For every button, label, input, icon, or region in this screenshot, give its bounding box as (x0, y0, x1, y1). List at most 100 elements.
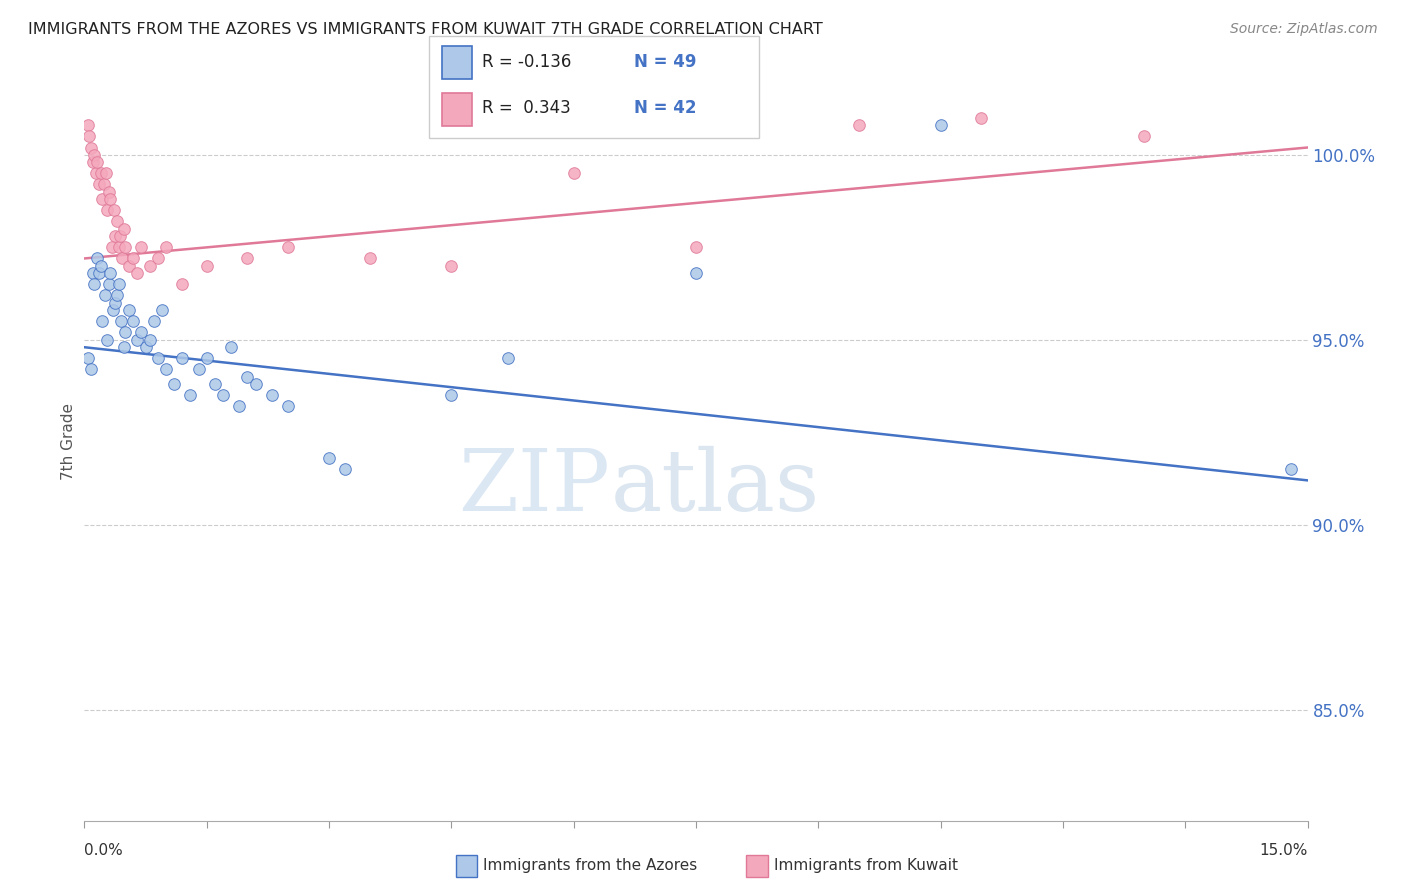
Point (155, 362, 177, 376)
Bar (456, 855, 477, 877)
Point (970, 111, 993, 125)
Point (172, 277, 194, 292)
Point (97, 185, 120, 199)
Point (114, 240, 136, 254)
Text: ZIP: ZIP (458, 445, 610, 529)
Point (80, 362, 103, 376)
Point (105, 214, 128, 228)
Point (260, 388, 283, 402)
Point (77, 129, 100, 144)
Point (122, 252, 145, 266)
Point (86, 155, 108, 169)
Point (685, 240, 707, 254)
Point (80, 140, 103, 154)
Point (150, 303, 173, 318)
Point (848, 118, 870, 132)
Point (498, 351, 520, 366)
Y-axis label: 7th Grade: 7th Grade (60, 403, 76, 480)
Point (359, 252, 381, 266)
Point (127, 266, 149, 280)
Point (142, 314, 165, 328)
Text: IMMIGRANTS FROM THE AZORES VS IMMIGRANTS FROM KUWAIT 7TH GRADE CORRELATION CHART: IMMIGRANTS FROM THE AZORES VS IMMIGRANTS… (28, 22, 823, 37)
Point (110, 229, 132, 244)
Point (107, 240, 129, 254)
Text: atlas: atlas (610, 445, 820, 529)
Bar (441, 93, 472, 126)
Bar (747, 855, 768, 877)
Point (103, 203, 125, 218)
Text: Immigrants from the Azores: Immigrants from the Azores (484, 858, 697, 873)
Point (204, 377, 226, 392)
Point (118, 303, 141, 318)
Point (83, 277, 105, 292)
Point (90, 259, 112, 273)
Point (236, 252, 259, 266)
Point (562, 166, 585, 180)
Point (127, 333, 149, 347)
Point (77, 351, 100, 366)
Point (228, 400, 250, 414)
Text: N = 42: N = 42 (634, 99, 696, 117)
Point (101, 240, 124, 254)
Point (118, 259, 141, 273)
Point (245, 377, 267, 392)
Point (111, 252, 134, 266)
Point (100, 192, 122, 206)
Point (104, 229, 127, 244)
Point (96, 203, 118, 218)
Point (91, 314, 114, 328)
Point (101, 303, 124, 318)
Point (93, 178, 115, 192)
FancyBboxPatch shape (429, 36, 759, 138)
Text: 15.0%: 15.0% (1260, 843, 1308, 858)
Text: N = 49: N = 49 (634, 53, 696, 70)
Point (146, 351, 169, 366)
Point (86, 252, 108, 266)
Point (96, 333, 118, 347)
Point (131, 240, 153, 254)
Point (195, 351, 218, 366)
Point (685, 266, 707, 280)
Point (155, 240, 177, 254)
Point (335, 462, 357, 476)
Point (100, 266, 122, 280)
Bar (441, 45, 472, 78)
Point (172, 351, 194, 366)
Point (1133, 129, 1156, 144)
Point (135, 340, 157, 354)
Point (236, 369, 259, 384)
Point (82, 155, 104, 169)
Point (87, 178, 110, 192)
Point (84, 166, 107, 180)
Point (138, 333, 160, 347)
Point (440, 388, 463, 402)
Point (83, 148, 105, 162)
Point (76, 118, 98, 132)
Text: 0.0%: 0.0% (84, 843, 124, 858)
Point (131, 326, 153, 340)
Text: R = -0.136: R = -0.136 (482, 53, 571, 70)
Point (114, 326, 136, 340)
Point (107, 277, 129, 292)
Point (277, 240, 299, 254)
Text: Immigrants from Kuwait: Immigrants from Kuwait (775, 858, 957, 873)
Point (179, 388, 201, 402)
Point (929, 118, 952, 132)
Text: R =  0.343: R = 0.343 (482, 99, 571, 117)
Point (219, 340, 242, 354)
Point (87, 266, 110, 280)
Point (93, 288, 115, 302)
Point (90, 166, 112, 180)
Point (195, 259, 218, 273)
Point (440, 259, 463, 273)
Point (187, 362, 209, 376)
Point (163, 377, 186, 392)
Point (122, 314, 145, 328)
Point (97, 277, 120, 292)
Point (212, 388, 235, 402)
Point (104, 296, 127, 310)
Point (105, 288, 128, 302)
Point (138, 259, 160, 273)
Point (277, 400, 299, 414)
Point (112, 340, 135, 354)
